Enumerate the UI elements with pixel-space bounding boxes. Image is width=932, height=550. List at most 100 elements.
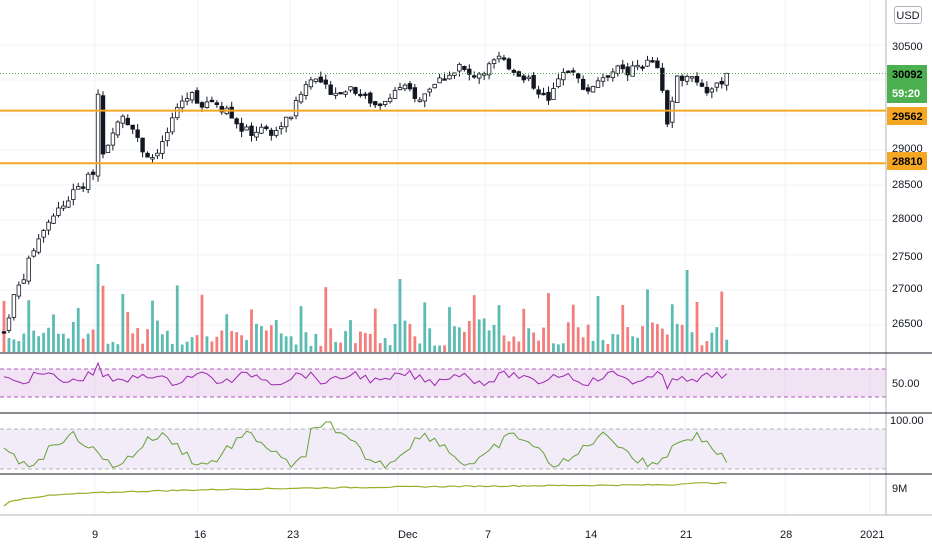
volume-bar-9	[47, 327, 50, 352]
candle-body-34	[170, 117, 175, 133]
candle-body-142	[704, 86, 710, 94]
volume-bar-132	[656, 324, 659, 352]
candle-body-76	[377, 103, 383, 107]
volume-bar-95	[472, 295, 476, 352]
volume-bar-143	[710, 332, 714, 352]
volume-bar-37	[185, 341, 189, 352]
time-tick-14: 14	[585, 529, 597, 541]
volume-bar-142	[705, 341, 709, 352]
candle-body-143	[709, 88, 715, 93]
volume-bar-79	[393, 323, 397, 352]
candle-body-85	[422, 93, 427, 102]
volume-bar-19	[96, 264, 100, 352]
candle-body-10	[51, 215, 56, 224]
candle-body-18	[90, 171, 96, 175]
currency-button[interactable]: USD	[894, 6, 922, 24]
volume-bar-16	[81, 338, 85, 352]
volume-bar-33	[165, 330, 169, 352]
volume-bar-67	[334, 341, 338, 352]
candle-body-111	[551, 88, 556, 100]
candle-body-126	[625, 66, 630, 76]
price-tick-26500: 26500	[892, 318, 923, 330]
volume-bar-82	[408, 323, 412, 352]
volume-bar-50	[250, 309, 253, 352]
volume-bar-61	[304, 332, 308, 352]
candle-body-83	[412, 87, 418, 99]
volume-bar-49	[245, 340, 248, 352]
candle-body-49	[244, 126, 249, 131]
volume-bar-133	[660, 328, 664, 352]
volume-bar-30	[151, 300, 154, 352]
candle-body-120	[595, 80, 601, 88]
volume-bar-126	[626, 327, 630, 352]
volume-bar-38	[190, 337, 194, 352]
candle-body-2	[11, 294, 17, 318]
candle-body-65	[323, 79, 328, 85]
volume-bar-91	[453, 326, 456, 352]
volume-bar-66	[329, 328, 333, 352]
volume-bar-60	[299, 306, 303, 352]
volume-bar-44	[220, 330, 224, 352]
volume-bar-101	[502, 335, 506, 352]
volume-bar-34	[170, 343, 174, 352]
candle-body-48	[239, 122, 244, 132]
candle-body-131	[650, 60, 655, 63]
volume-bar-136	[675, 323, 679, 352]
candle-body-137	[679, 75, 685, 81]
volume-bar-41	[205, 336, 209, 352]
candle-body-27	[135, 129, 140, 138]
volume-bar-48	[240, 335, 243, 352]
candle-body-145	[719, 80, 724, 85]
candle-body-0	[1, 331, 7, 334]
candlestick-series	[1, 51, 729, 334]
candle-body-91	[452, 72, 457, 76]
volume-bar-99	[492, 324, 496, 352]
candle-body-103	[511, 69, 517, 73]
candle-body-47	[234, 118, 239, 125]
candle-body-105	[521, 75, 526, 81]
volume-bar-17	[86, 333, 90, 352]
candle-body-141	[699, 82, 705, 87]
volume-bar-106	[527, 328, 531, 352]
candle-body-114	[566, 70, 571, 73]
volume-bar-116	[576, 327, 580, 352]
volume-bar-62	[309, 345, 313, 352]
candle-body-24	[120, 115, 125, 124]
volume-bar-123	[611, 333, 615, 352]
level-label-28810: 28810	[892, 156, 923, 168]
support-levels[interactable]	[0, 73, 886, 165]
candle-body-39	[194, 90, 200, 104]
volume-bar-24	[121, 294, 125, 352]
candle-body-89	[442, 78, 447, 81]
volume-bar-117	[581, 337, 585, 352]
rsi-tick: 50.00	[892, 378, 920, 390]
candle-body-67	[333, 92, 338, 96]
candle-body-35	[175, 107, 180, 119]
candle-body-123	[610, 71, 616, 78]
volume-bar-141	[700, 345, 704, 352]
volume-bar-144	[715, 327, 719, 352]
volume-bar-72	[359, 331, 362, 352]
volume-bar-128	[636, 337, 639, 352]
volume-bar-80	[398, 278, 402, 352]
volume-bar-65	[324, 287, 328, 352]
candle-body-74	[368, 92, 373, 104]
candle-body-31	[155, 152, 160, 157]
volume-bar-70	[349, 320, 352, 352]
volume-bar-93	[462, 331, 466, 352]
volume-bar-45	[225, 314, 229, 352]
candle-body-28	[140, 137, 145, 153]
candle-body-25	[125, 117, 130, 126]
candle-body-3	[16, 284, 22, 297]
volume-indicator-pane	[3, 481, 727, 507]
volume-bar-32	[161, 334, 164, 352]
volume-bar-12	[62, 333, 65, 352]
candle-body-13	[66, 200, 71, 208]
candle-body-14	[71, 189, 76, 200]
volume-bar-5	[27, 300, 31, 352]
volume-bar-28	[141, 343, 144, 352]
volume-bar-35	[175, 285, 179, 352]
volume-bar-0	[2, 300, 6, 352]
volume-bar-120	[596, 296, 600, 352]
